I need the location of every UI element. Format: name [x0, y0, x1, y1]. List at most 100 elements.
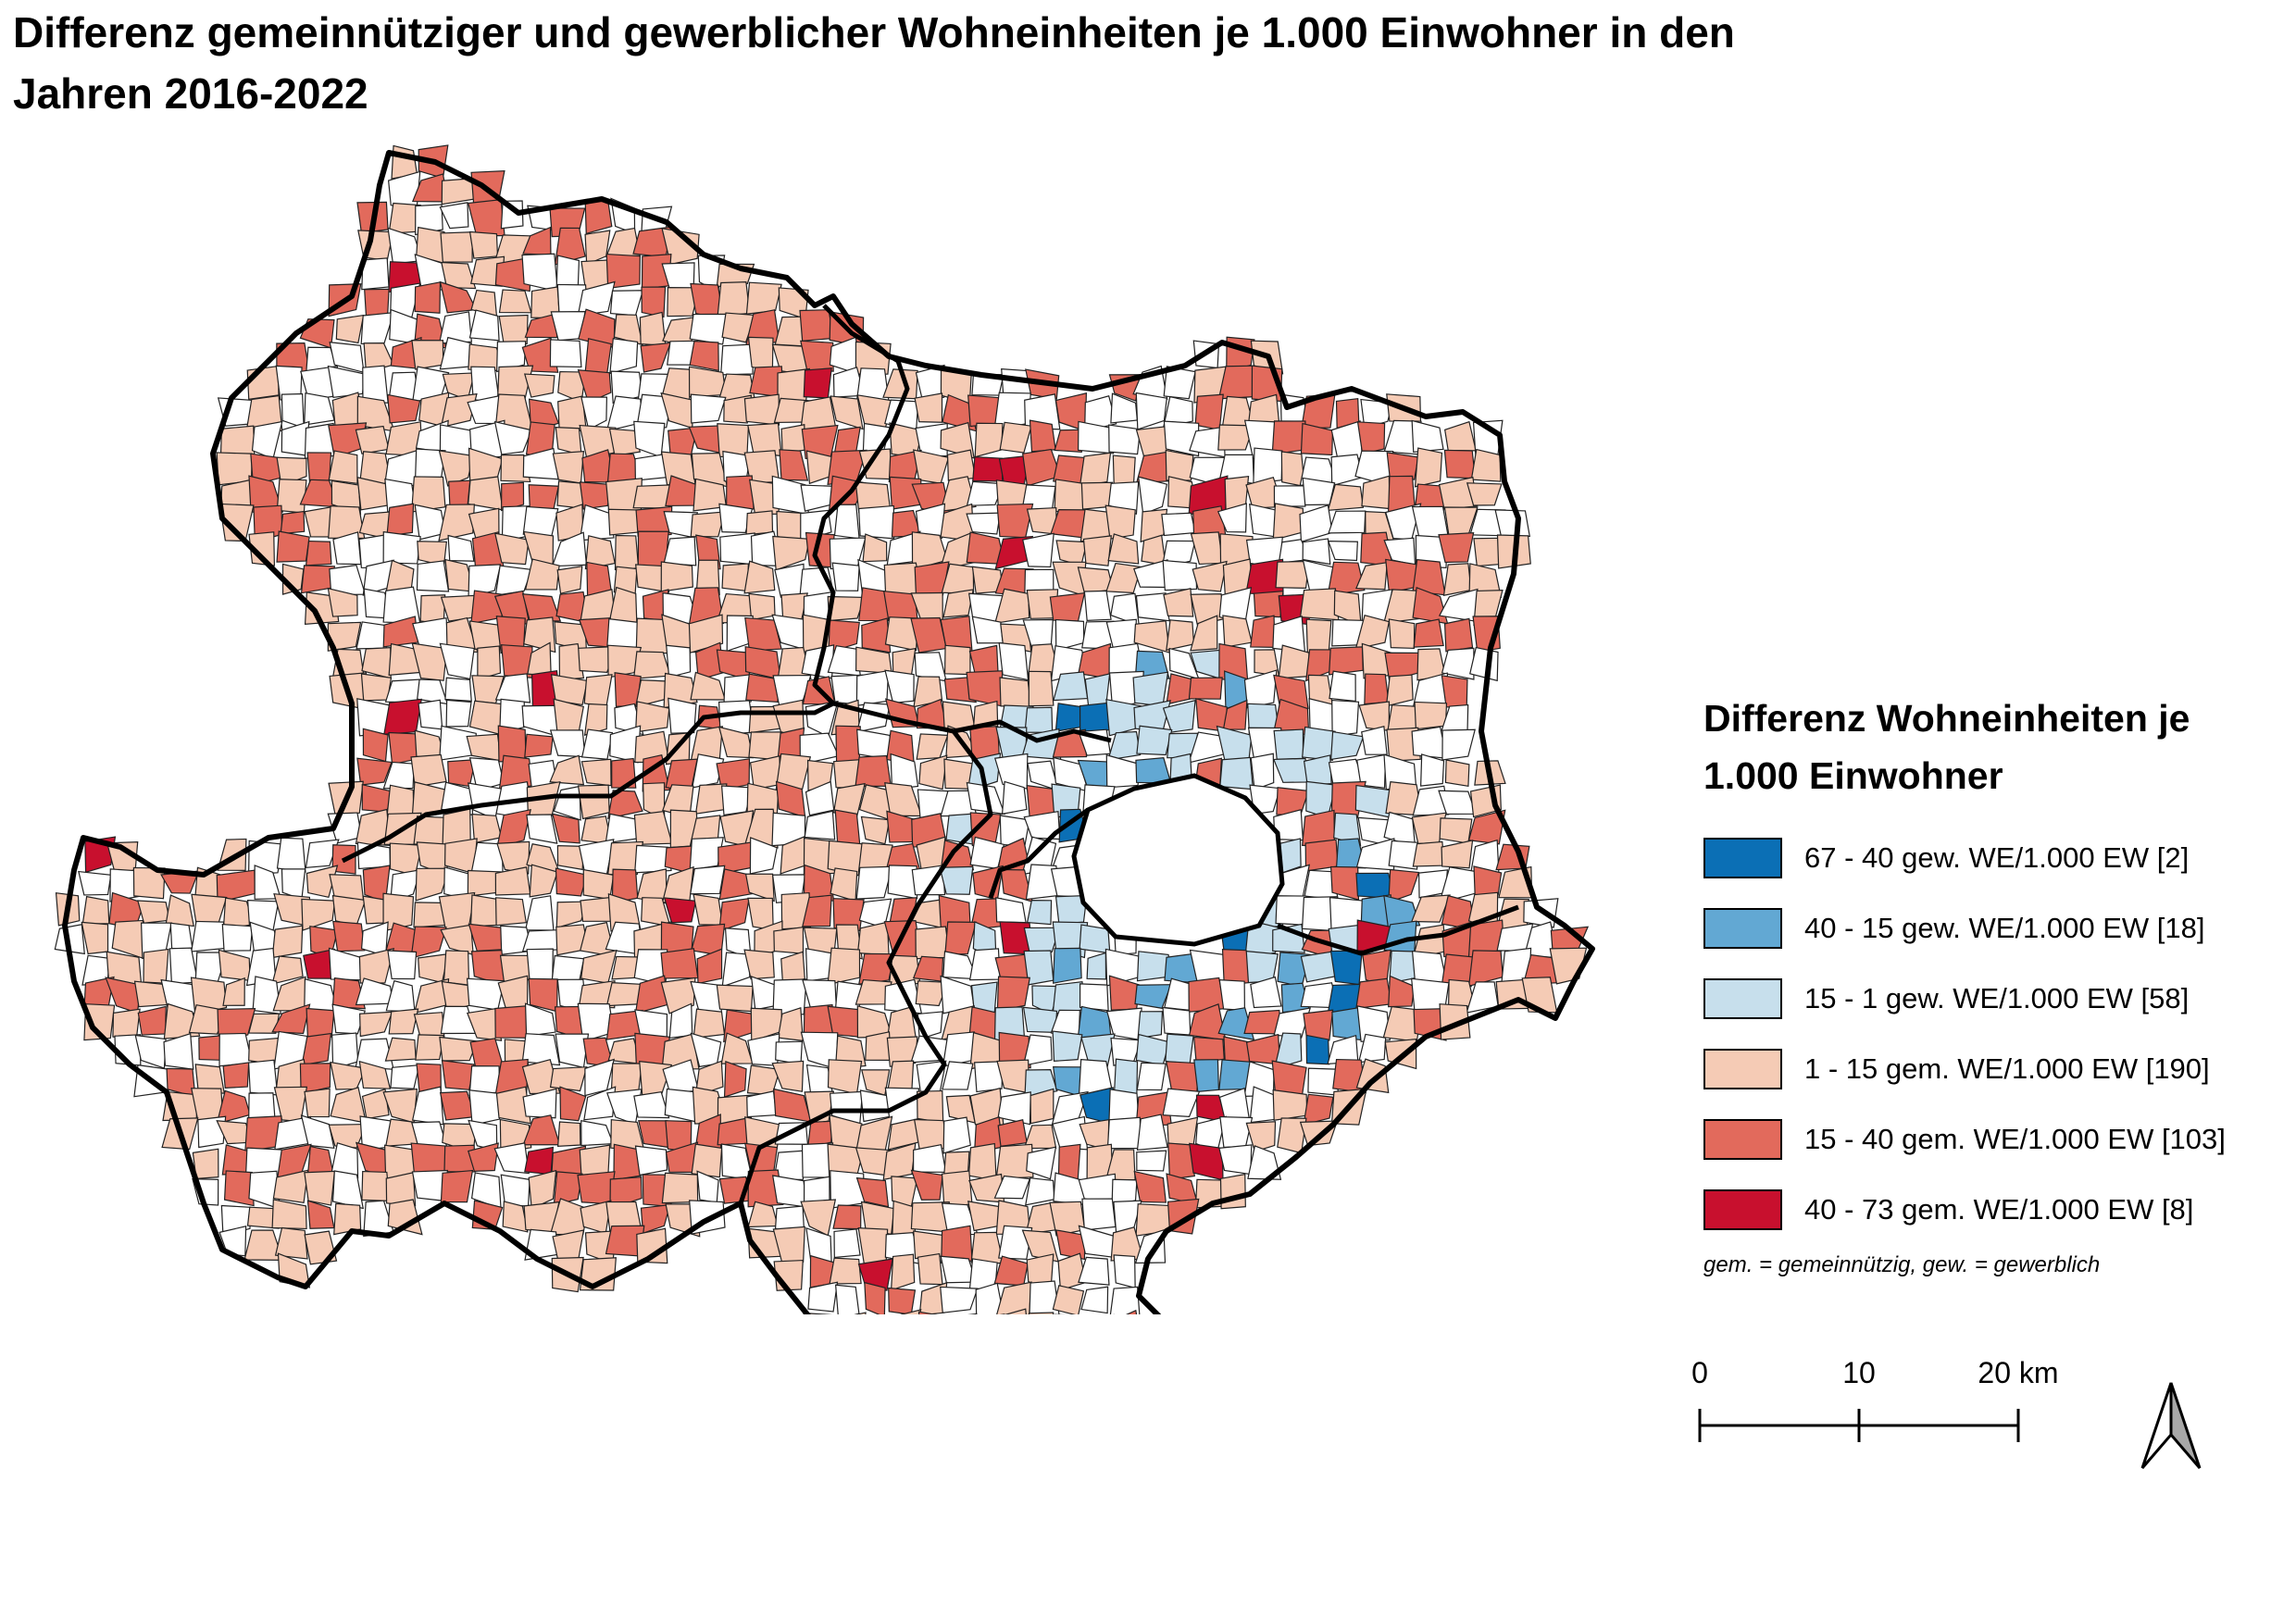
- municipality-polygon: [661, 262, 695, 292]
- municipality-polygon: [1222, 615, 1253, 648]
- municipality-polygon: [693, 1008, 726, 1039]
- municipality-polygon: [1112, 454, 1136, 487]
- municipality-polygon: [660, 977, 696, 1014]
- municipality-polygon: [1303, 754, 1332, 786]
- municipality-polygon: [494, 565, 533, 596]
- scale-tick-0: 0: [1691, 1356, 1708, 1389]
- municipality-polygon: [1357, 1033, 1387, 1064]
- municipality-polygon: [493, 1142, 530, 1175]
- municipality-polygon: [304, 1088, 331, 1118]
- municipality-polygon: [556, 566, 583, 594]
- municipality-polygon: [580, 758, 612, 787]
- municipality-polygon: [633, 1090, 670, 1119]
- municipality-polygon: [829, 1257, 862, 1285]
- municipality-polygon: [252, 976, 281, 1015]
- legend-item: 15 - 1 gew. WE/1.000 EW [58]: [1703, 977, 2277, 1021]
- municipality-polygon: [833, 1228, 861, 1259]
- municipality-polygon: [864, 1281, 886, 1314]
- municipality-polygon: [747, 336, 774, 372]
- scale-tick-10: 10: [1842, 1356, 1876, 1389]
- municipality-polygon: [827, 947, 861, 986]
- municipality-polygon: [271, 955, 304, 985]
- municipality-polygon: [410, 926, 447, 959]
- municipality-polygon: [1193, 1059, 1220, 1092]
- municipality-polygon: [743, 949, 775, 980]
- municipality-polygon: [1188, 677, 1223, 700]
- legend-swatch: [1703, 1119, 1782, 1160]
- municipality-polygon: [1385, 674, 1414, 707]
- municipality-polygon: [1136, 1062, 1167, 1091]
- municipality-polygon: [502, 1201, 529, 1233]
- municipality-polygon: [331, 1003, 367, 1035]
- municipality-polygon: [1135, 592, 1170, 622]
- municipality-polygon: [559, 1086, 587, 1122]
- municipality-polygon: [583, 703, 608, 736]
- municipality-polygon: [689, 837, 724, 871]
- municipality-polygon: [1079, 983, 1109, 1012]
- municipality-polygon: [1081, 1198, 1117, 1231]
- municipality-polygon: [1273, 728, 1304, 760]
- municipality-polygon: [163, 1032, 194, 1070]
- municipality-polygon: [281, 392, 305, 429]
- municipality-polygon: [1388, 618, 1416, 650]
- municipality-polygon: [974, 422, 1004, 458]
- municipality-polygon: [916, 733, 949, 760]
- municipality-polygon: [1303, 1093, 1334, 1126]
- municipality-polygon: [942, 1061, 974, 1090]
- municipality-polygon: [857, 1227, 889, 1264]
- municipality-polygon: [1219, 1173, 1246, 1210]
- municipality-polygon: [831, 562, 860, 591]
- municipality-polygon: [524, 733, 554, 758]
- municipality-polygon: [1022, 1034, 1053, 1066]
- municipality-polygon: [1084, 395, 1117, 432]
- municipality-polygon: [890, 753, 919, 790]
- municipality-polygon: [335, 314, 365, 344]
- municipality-polygon: [856, 921, 890, 956]
- municipality-polygon: [1218, 1087, 1251, 1121]
- municipality-polygon: [694, 1060, 724, 1098]
- municipality-polygon: [1329, 950, 1363, 986]
- municipality-polygon: [411, 476, 446, 513]
- municipality-polygon: [529, 864, 558, 898]
- municipality-polygon: [418, 699, 443, 730]
- municipality-polygon: [440, 1169, 474, 1203]
- municipality-polygon: [78, 870, 112, 896]
- municipality-polygon: [328, 505, 366, 540]
- municipality-polygon: [1218, 978, 1245, 1012]
- municipality-polygon: [1162, 1006, 1192, 1036]
- municipality-polygon: [884, 669, 915, 704]
- municipality-polygon: [780, 891, 812, 930]
- municipality-polygon: [1253, 591, 1284, 618]
- legend-title-line-2: 1.000 Einwohner: [1703, 754, 2003, 797]
- municipality-polygon: [1356, 1005, 1391, 1042]
- municipality-polygon: [716, 984, 754, 1013]
- municipality-polygon: [636, 1227, 668, 1264]
- municipality-polygon: [1026, 1146, 1057, 1180]
- municipality-polygon: [1161, 512, 1196, 537]
- municipality-polygon: [441, 261, 477, 290]
- municipality-polygon: [1494, 509, 1530, 538]
- municipality-polygon: [780, 424, 805, 454]
- municipality-polygon: [1250, 976, 1282, 1009]
- municipality-polygon: [441, 1060, 475, 1090]
- municipality-polygon: [690, 671, 727, 701]
- municipality-polygon: [521, 337, 559, 373]
- municipality-polygon: [1054, 618, 1085, 652]
- municipality-polygon: [327, 587, 358, 617]
- municipality-polygon: [440, 594, 476, 622]
- municipality-polygon: [1022, 532, 1054, 568]
- municipality-polygon: [301, 898, 336, 931]
- municipality-polygon: [469, 894, 500, 927]
- municipality-polygon: [1162, 1088, 1201, 1118]
- municipality-polygon: [1415, 534, 1448, 569]
- municipality-polygon: [635, 505, 673, 538]
- municipality-polygon: [1111, 1178, 1138, 1207]
- legend-swatch: [1703, 1189, 1782, 1230]
- municipality-polygon: [1028, 1312, 1054, 1314]
- municipality-polygon: [81, 895, 110, 925]
- municipality-polygon: [1248, 503, 1278, 538]
- municipality-polygon: [900, 1309, 922, 1314]
- municipality-polygon: [1108, 424, 1142, 455]
- municipality-polygon: [1329, 670, 1356, 703]
- municipality-polygon: [390, 868, 421, 903]
